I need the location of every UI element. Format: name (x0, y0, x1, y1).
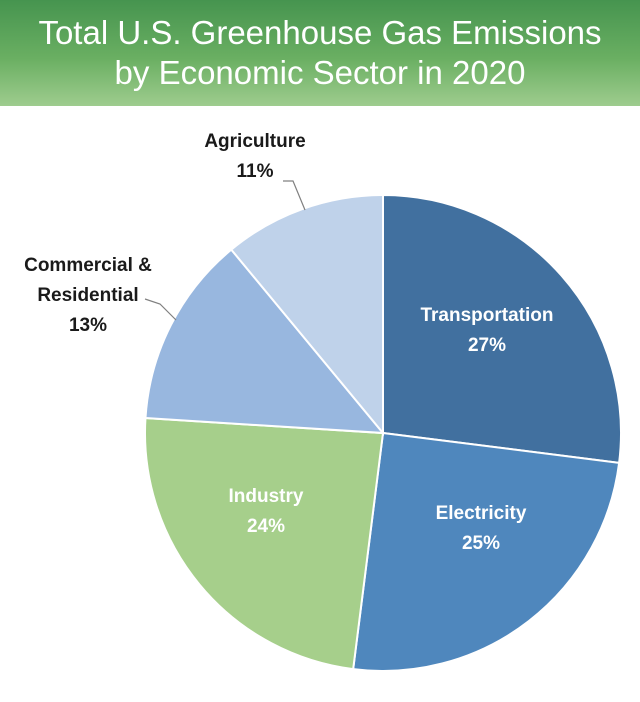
leader-line (283, 180, 306, 211)
slice-label: Commercial & Residential 13% (24, 255, 152, 336)
leader-line (144, 298, 177, 321)
slice-name-label: Commercial & (24, 255, 152, 276)
slice-label: Agriculture 11% (204, 131, 305, 182)
pie-slice-electricity (352, 431, 621, 672)
slice-label: Industry 24% (229, 486, 304, 537)
pie-slice-agriculture (229, 193, 384, 436)
slice-value-label: 27% (468, 335, 506, 356)
slice-value-label: 24% (247, 516, 285, 537)
slice-name-label: Agriculture (204, 131, 305, 152)
pie-labels: Transportation 27% Electricity 25% Industry 2… (24, 131, 553, 554)
chart-title-line-1: Total U.S. Greenhouse Gas Emissions (38, 14, 602, 51)
slice-value-label: 13% (69, 315, 107, 336)
slice-label: Transportation 27% (420, 305, 553, 356)
slice-value-label: 25% (462, 533, 500, 554)
pie-chart: Transportation 27% Electricity 25% Industry 2… (24, 131, 622, 672)
chart-header: Total U.S. Greenhouse Gas Emissions by E… (0, 0, 640, 106)
pie-slice-transportation (382, 193, 622, 464)
slice-name-label: Electricity (436, 503, 527, 524)
slice-name-label: Transportation (420, 305, 553, 326)
slice-name-label: Industry (229, 486, 304, 507)
slice-name-label: Residential (37, 285, 138, 306)
chart-title-line-2: by Economic Sector in 2020 (114, 54, 526, 91)
pie-slices (144, 193, 622, 672)
pie-slice-commercial-residential (144, 248, 386, 435)
slice-label: Electricity 25% (436, 503, 527, 554)
slice-value-label: 11% (237, 161, 274, 182)
pie-slice-industry (144, 416, 385, 671)
